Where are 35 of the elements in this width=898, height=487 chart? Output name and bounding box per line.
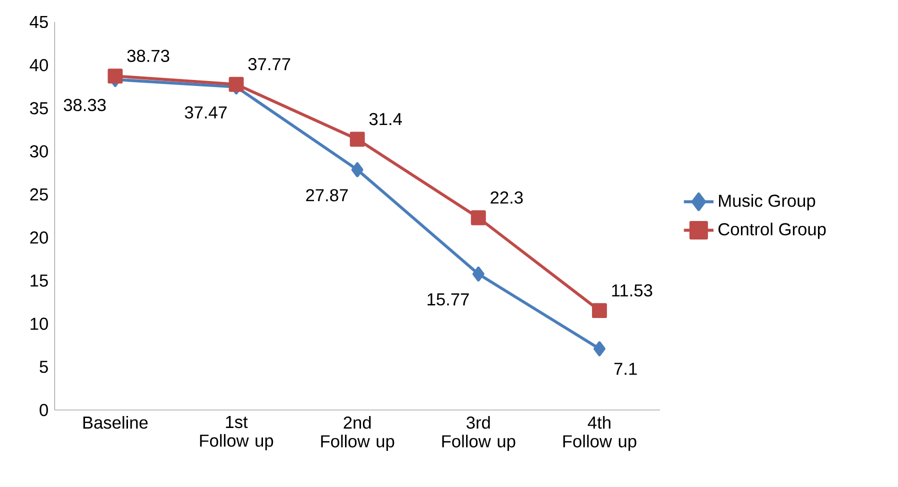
point: [594, 341, 606, 356]
data-label: 38.33: [64, 98, 106, 112]
y-tick-label: 45: [30, 16, 48, 28]
x-tick-label: 1st Follow up: [200, 416, 274, 450]
point: [350, 132, 365, 147]
data-label: 37.77: [248, 58, 290, 70]
data-label: 7.1: [614, 362, 637, 375]
y-tick-label: 15: [30, 274, 48, 287]
point: [470, 210, 486, 226]
x-tick-label: 3rd Follow up: [442, 416, 516, 451]
data-label: 11.53: [612, 284, 652, 297]
data-label: 15.77: [428, 293, 469, 306]
legend-label: Control Group: [718, 222, 826, 239]
point: [592, 303, 607, 318]
x-tick-label: Baseline: [83, 416, 148, 429]
point: [228, 76, 244, 92]
data-label: 38.73: [127, 50, 170, 62]
y-tick-label: 25: [30, 188, 48, 201]
y-tick-label: 10: [30, 318, 48, 330]
y-tick-label: 5: [40, 360, 48, 373]
y-tick-label: 35: [30, 102, 48, 114]
data-label: 22.3: [490, 191, 523, 204]
y-tick-label: 0: [40, 404, 48, 416]
point: [472, 266, 484, 282]
point: [351, 162, 364, 178]
legend-label: Music Group: [719, 194, 816, 210]
x-tick-label: 2nd Follow up: [321, 416, 394, 451]
data-label: 37.47: [184, 106, 227, 119]
data-label: 27.87: [306, 189, 348, 202]
data-label: 31.4: [369, 112, 402, 126]
x-tick-label: 4th Follow up: [563, 416, 636, 451]
y-tick-label: 40: [30, 58, 48, 72]
y-tick-label: 20: [30, 231, 48, 244]
y-tick-label: 30: [30, 145, 48, 158]
point: [108, 68, 123, 84]
